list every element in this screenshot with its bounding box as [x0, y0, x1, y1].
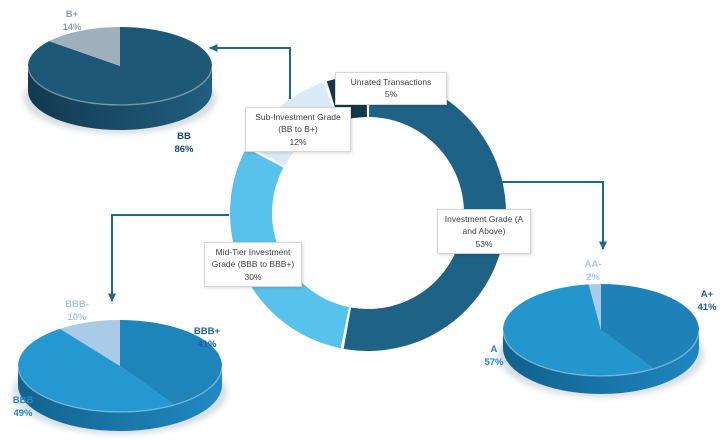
- label-bbb: BBB 49%: [13, 395, 34, 421]
- label-bbb-minus: BBB- 10%: [65, 299, 89, 325]
- slice-name: BBB-: [65, 299, 89, 310]
- callout-line: Unrated Transactions: [350, 77, 432, 87]
- callout-value: 30%: [244, 271, 262, 282]
- slice-pct: 49%: [13, 407, 33, 419]
- callout-line: Sub-Investment Grade: [255, 112, 341, 122]
- callout-value: 53%: [475, 238, 493, 249]
- callout-line: Mid-Tier Investment: [215, 247, 291, 257]
- label-bb: BB 86%: [174, 131, 193, 157]
- slice-pct: 2%: [586, 271, 600, 283]
- arrow-to-mid-tier-pie: [108, 214, 229, 302]
- label-bbb-plus: BBB+ 41%: [194, 326, 220, 352]
- slice-name: BBB+: [193, 326, 221, 337]
- callout-line: Grade (BBB to BBB+): [211, 259, 295, 270]
- slice-name: B+: [65, 9, 79, 20]
- investment-grade-pie: [498, 284, 704, 398]
- callout-sub-investment-grade: Sub-Investment Grade (BB to B+) 12%: [245, 107, 351, 152]
- callout-line: and Above): [462, 226, 506, 237]
- callout-value: 5%: [384, 89, 398, 100]
- callout-line: Investment Grade (A: [444, 214, 524, 224]
- slice-pct: 10%: [67, 311, 87, 323]
- slice-pct: 41%: [697, 301, 717, 313]
- callout-line: (BB to B+): [278, 124, 318, 135]
- mid-tier-pie: [12, 320, 228, 435]
- slice-pct: 86%: [174, 143, 194, 155]
- slice-pct: 57%: [484, 356, 504, 368]
- slice-name: A: [490, 344, 498, 355]
- slice-pct: 14%: [62, 21, 82, 33]
- label-a: A 57%: [484, 344, 503, 370]
- sub-investment-pie: [23, 27, 217, 134]
- slice-name: BBB: [12, 395, 34, 406]
- label-b-plus: B+ 14%: [62, 9, 81, 35]
- callout-investment-grade: Investment Grade (A and Above) 53%: [437, 209, 531, 254]
- callout-value: 12%: [289, 136, 307, 147]
- slice-name: A+: [700, 289, 714, 300]
- arrow-to-sub-investment-pie: [209, 44, 291, 99]
- arrow-to-investment-pie: [502, 181, 607, 250]
- slice-name: BB: [177, 131, 191, 142]
- callout-unrated-transactions: Unrated Transactions 5%: [335, 72, 447, 105]
- callout-mid-tier-investment-grade: Mid-Tier Investment Grade (BBB to BBB+) …: [204, 242, 302, 287]
- label-a-plus: A+ 41%: [697, 289, 716, 315]
- slice-pct: 41%: [197, 338, 217, 350]
- label-aa-minus: AA- 2%: [585, 259, 602, 285]
- slice-name: AA-: [584, 259, 602, 270]
